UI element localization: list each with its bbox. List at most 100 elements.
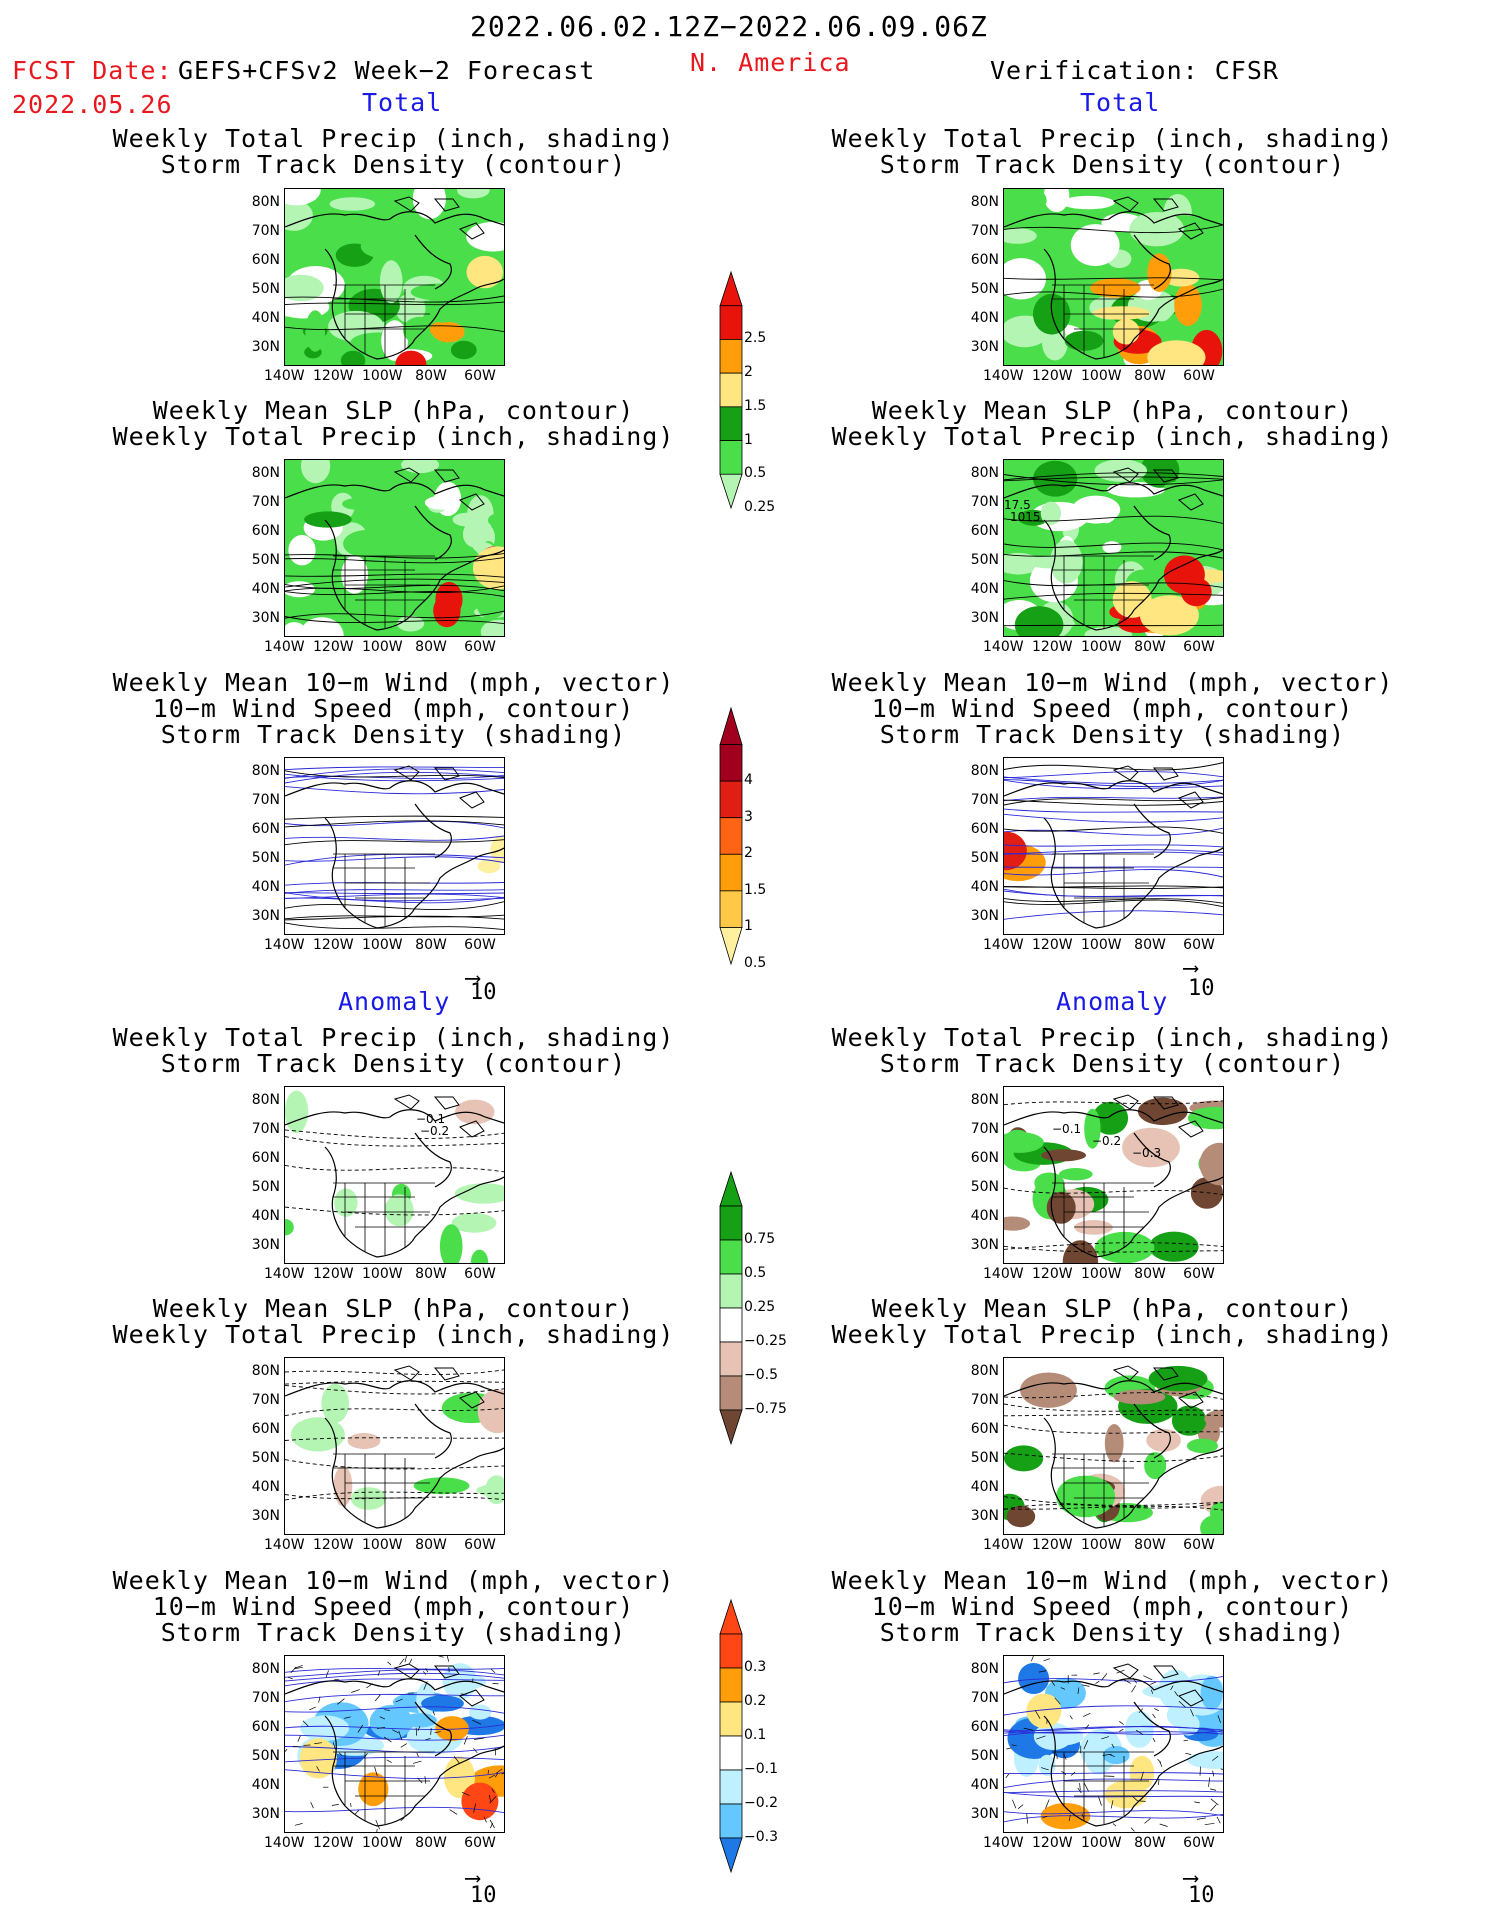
contour-line xyxy=(1004,1813,1223,1823)
lat-tick-label: 70N xyxy=(970,494,999,510)
wind-vector xyxy=(379,1716,386,1720)
fcst-model: GEFS+CFSv2 Week−2 Forecast xyxy=(178,56,596,85)
lat-tick-label: 80N xyxy=(970,1661,999,1677)
lon-tick-label: 120W xyxy=(1032,639,1073,655)
shading-region xyxy=(1174,284,1202,326)
vector-ref-4-label: 10 xyxy=(1188,1883,1215,1908)
contour-line xyxy=(1004,515,1223,524)
wind-vector xyxy=(398,1730,403,1740)
lat-tick-label: 60N xyxy=(970,1150,999,1166)
shading-region xyxy=(1149,1231,1199,1262)
wind-vector xyxy=(1136,1729,1144,1735)
panel-title-line: Weekly Mean 10−m Wind (mph, vector) xyxy=(112,1566,675,1595)
wind-vector xyxy=(1170,1685,1174,1691)
contour-line xyxy=(1004,776,1223,785)
lat-tick-label: 30N xyxy=(251,339,280,355)
shading-region xyxy=(1187,1438,1218,1454)
panel-title-line: Weekly Mean SLP (hPa, contour) xyxy=(871,1294,1354,1323)
wind-vector xyxy=(1045,1799,1050,1809)
colorbar-tick-label: −0.3 xyxy=(744,1829,778,1845)
wind-vector xyxy=(374,1694,381,1702)
contour-line xyxy=(285,1672,504,1682)
contour-line xyxy=(1004,551,1223,559)
panel-title-line: Weekly Total Precip (inch, shading) xyxy=(112,1023,675,1052)
wind-vector xyxy=(1012,1799,1017,1809)
wind-vector xyxy=(449,1809,458,1815)
wind-vector xyxy=(1101,1736,1110,1740)
panel-title-line: Weekly Total Precip (inch, shading) xyxy=(831,422,1394,451)
contour-line xyxy=(285,616,504,625)
shading-region xyxy=(1034,1172,1065,1194)
shading-region xyxy=(397,615,425,632)
lat-tick-label: 50N xyxy=(970,552,999,568)
coastline xyxy=(1004,780,1223,929)
panel-title-line: Storm Track Density (shading) xyxy=(879,1618,1346,1647)
vector-ref-4: ⟶ xyxy=(1184,1866,1197,1891)
colorbar-segment xyxy=(719,305,743,340)
vector-ref-2-label: 10 xyxy=(1188,976,1215,1001)
shading-region xyxy=(1050,540,1083,584)
lat-tick-label: 80N xyxy=(251,763,280,779)
colorbar-tick-label: 1 xyxy=(744,918,753,935)
section-anomaly-right: Anomaly xyxy=(1056,987,1169,1016)
contour-line xyxy=(285,584,504,592)
contour-line xyxy=(285,896,504,904)
contour-line xyxy=(1004,1505,1223,1511)
panel-title-line: Storm Track Density (contour) xyxy=(879,1049,1346,1078)
verification-map-anom-slp xyxy=(1003,1357,1224,1535)
lat-tick-label: 80N xyxy=(970,763,999,779)
shading-region xyxy=(379,260,403,304)
lat-tick-label: 80N xyxy=(251,1661,280,1677)
contour-line xyxy=(1004,813,1223,823)
contour-line xyxy=(285,1734,504,1741)
lon-tick-label: 60W xyxy=(1183,639,1215,655)
lon-tick-label: 140W xyxy=(983,1266,1024,1282)
lat-tick-label: 80N xyxy=(970,1363,999,1379)
contour-line xyxy=(285,766,504,771)
shading-region xyxy=(1177,1713,1200,1736)
wind-vector xyxy=(472,1719,482,1725)
lon-tick-label: 120W xyxy=(1032,1266,1073,1282)
colorbar-tick-label: 0.5 xyxy=(744,465,767,482)
lat-tick-label: 70N xyxy=(251,223,280,239)
wind-vector xyxy=(357,1724,364,1733)
shading-region xyxy=(1004,228,1037,244)
colorbar-tick-label: 2.5 xyxy=(744,330,767,347)
shading-region xyxy=(401,460,440,474)
shading-region xyxy=(1061,195,1115,210)
wind-vector xyxy=(386,1759,392,1763)
wind-vector xyxy=(1034,1710,1041,1719)
wind-vector xyxy=(492,1683,499,1685)
shading-region xyxy=(285,189,321,206)
lat-tick-label: 30N xyxy=(970,1237,999,1253)
coastline xyxy=(1004,482,1223,631)
vector-ref-arrow: ⟶ xyxy=(466,966,480,991)
lat-tick-label: 40N xyxy=(970,879,999,895)
vector-ref-3-label: 10 xyxy=(470,1883,497,1908)
lat-tick-label: 40N xyxy=(970,1208,999,1224)
contour-line xyxy=(1004,796,1223,802)
lat-tick-label: 50N xyxy=(970,281,999,297)
contour-line xyxy=(1004,1501,1223,1510)
shading-region xyxy=(403,316,437,344)
colorbar-tick-label: 0.25 xyxy=(744,499,776,515)
lat-tick-label: 50N xyxy=(251,1748,280,1764)
contour-line xyxy=(1004,771,1223,779)
contour-line xyxy=(1004,1403,1223,1412)
shading-region xyxy=(340,350,366,365)
contour-line xyxy=(1004,1778,1223,1789)
coastline xyxy=(1004,1380,1223,1529)
shading-region xyxy=(1040,501,1062,525)
lat-tick-label: 50N xyxy=(970,1179,999,1195)
shading-region xyxy=(1004,189,1047,215)
lon-tick-label: 140W xyxy=(264,368,305,384)
wind-vector xyxy=(473,1748,478,1754)
contour-line xyxy=(1004,827,1223,836)
contour-line xyxy=(1004,580,1223,588)
wind-vector xyxy=(1204,1822,1215,1826)
wind-vector xyxy=(425,1667,429,1673)
colorbar-top-triangle xyxy=(719,706,743,745)
colorbar-tick-label: 2 xyxy=(744,845,753,862)
contour-line xyxy=(1004,1676,1223,1684)
shading-region xyxy=(1140,460,1180,488)
